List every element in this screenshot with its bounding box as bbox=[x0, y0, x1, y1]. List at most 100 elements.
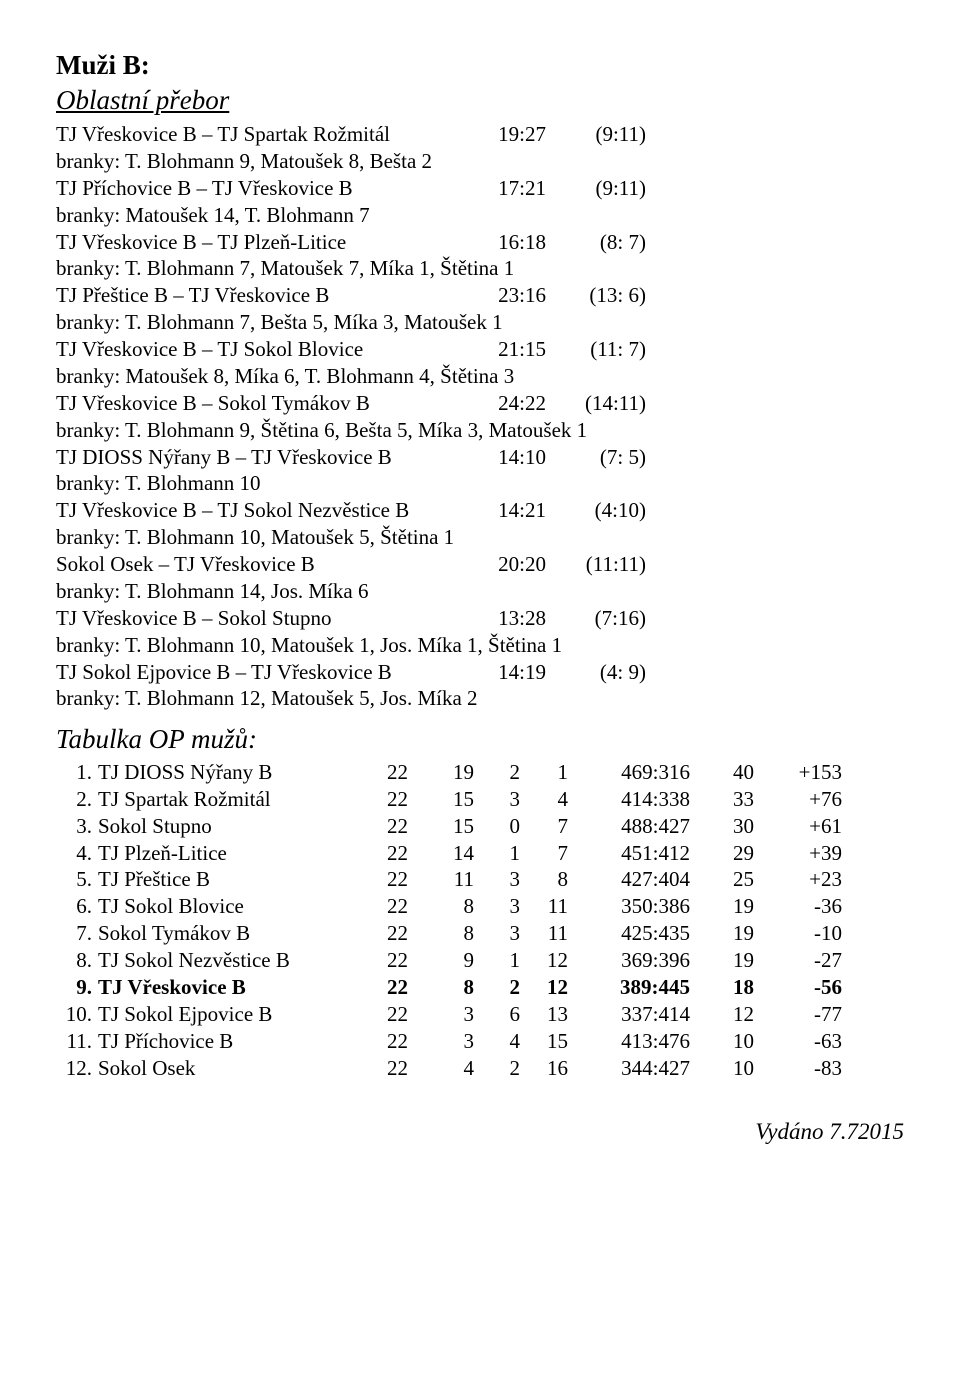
col-played: 22 bbox=[356, 920, 408, 947]
match-halftime: (11: 7) bbox=[546, 336, 646, 363]
match-halftime: (8: 7) bbox=[546, 229, 646, 256]
col-goals: 337:414 bbox=[568, 1001, 690, 1028]
col-draws: 4 bbox=[474, 1028, 520, 1055]
col-wins: 3 bbox=[408, 1028, 474, 1055]
match-teams: TJ Vřeskovice B – Sokol Tymákov B bbox=[56, 390, 476, 417]
match-halftime: (7:16) bbox=[546, 605, 646, 632]
col-diff: -10 bbox=[754, 920, 842, 947]
match-teams: TJ Sokol Ejpovice B – TJ Vřeskovice B bbox=[56, 659, 476, 686]
match-halftime: (13: 6) bbox=[546, 282, 646, 309]
col-goals: 451:412 bbox=[568, 840, 690, 867]
col-team: TJ DIOSS Nýřany B bbox=[92, 759, 356, 786]
col-draws: 2 bbox=[474, 1055, 520, 1082]
col-wins: 8 bbox=[408, 974, 474, 1001]
match-score: 21:15 bbox=[476, 336, 546, 363]
col-goals: 469:316 bbox=[568, 759, 690, 786]
col-losses: 7 bbox=[520, 840, 568, 867]
match-line: TJ Vřeskovice B – TJ Sokol Blovice21:15(… bbox=[56, 336, 904, 363]
standings-row: 10.TJ Sokol Ejpovice B223613337:41412-77 bbox=[56, 1001, 904, 1028]
standings-row: 3.Sokol Stupno221507488:42730+61 bbox=[56, 813, 904, 840]
col-points: 10 bbox=[690, 1055, 754, 1082]
match-score: 17:21 bbox=[476, 175, 546, 202]
col-points: 40 bbox=[690, 759, 754, 786]
col-team: TJ Příchovice B bbox=[92, 1028, 356, 1055]
col-draws: 1 bbox=[474, 840, 520, 867]
match-score: 13:28 bbox=[476, 605, 546, 632]
match-scorers: branky: T. Blohmann 9, Štětina 6, Bešta … bbox=[56, 417, 904, 444]
match-score: 14:19 bbox=[476, 659, 546, 686]
match-scorers: branky: Matoušek 14, T. Blohmann 7 bbox=[56, 202, 904, 229]
col-draws: 3 bbox=[474, 866, 520, 893]
section-title: Muži B: bbox=[56, 48, 904, 83]
col-played: 22 bbox=[356, 1028, 408, 1055]
col-diff: +23 bbox=[754, 866, 842, 893]
standings-row: 6.TJ Sokol Blovice228311350:38619-36 bbox=[56, 893, 904, 920]
match-score: 14:10 bbox=[476, 444, 546, 471]
col-points: 19 bbox=[690, 920, 754, 947]
match-line: TJ Přeštice B – TJ Vřeskovice B23:16(13:… bbox=[56, 282, 904, 309]
match-halftime: (9:11) bbox=[546, 121, 646, 148]
col-position: 9. bbox=[56, 974, 92, 1001]
col-position: 12. bbox=[56, 1055, 92, 1082]
col-team: Sokol Osek bbox=[92, 1055, 356, 1082]
col-points: 18 bbox=[690, 974, 754, 1001]
col-position: 4. bbox=[56, 840, 92, 867]
col-played: 22 bbox=[356, 813, 408, 840]
col-position: 8. bbox=[56, 947, 92, 974]
match-teams: TJ Přeštice B – TJ Vřeskovice B bbox=[56, 282, 476, 309]
col-team: Sokol Stupno bbox=[92, 813, 356, 840]
match-line: TJ Příchovice B – TJ Vřeskovice B17:21(9… bbox=[56, 175, 904, 202]
col-team: Sokol Tymákov B bbox=[92, 920, 356, 947]
col-diff: -36 bbox=[754, 893, 842, 920]
col-team: TJ Sokol Ejpovice B bbox=[92, 1001, 356, 1028]
col-goals: 413:476 bbox=[568, 1028, 690, 1055]
standings-row: 7.Sokol Tymákov B228311425:43519-10 bbox=[56, 920, 904, 947]
col-diff: -63 bbox=[754, 1028, 842, 1055]
col-played: 22 bbox=[356, 893, 408, 920]
col-wins: 14 bbox=[408, 840, 474, 867]
standings-row: 9.TJ Vřeskovice B228212389:44518-56 bbox=[56, 974, 904, 1001]
footer-date: Vydáno 7.72015 bbox=[56, 1117, 904, 1146]
col-goals: 369:396 bbox=[568, 947, 690, 974]
col-wins: 19 bbox=[408, 759, 474, 786]
col-diff: -27 bbox=[754, 947, 842, 974]
col-position: 11. bbox=[56, 1028, 92, 1055]
col-losses: 11 bbox=[520, 920, 568, 947]
match-line: TJ Vřeskovice B – TJ Sokol Nezvěstice B1… bbox=[56, 497, 904, 524]
col-diff: -56 bbox=[754, 974, 842, 1001]
col-losses: 12 bbox=[520, 974, 568, 1001]
col-losses: 11 bbox=[520, 893, 568, 920]
col-draws: 6 bbox=[474, 1001, 520, 1028]
col-wins: 15 bbox=[408, 786, 474, 813]
match-scorers: branky: T. Blohmann 12, Matoušek 5, Jos.… bbox=[56, 685, 904, 712]
match-score: 14:21 bbox=[476, 497, 546, 524]
match-teams: TJ Vřeskovice B – TJ Sokol Nezvěstice B bbox=[56, 497, 476, 524]
col-draws: 2 bbox=[474, 759, 520, 786]
col-losses: 4 bbox=[520, 786, 568, 813]
match-teams: TJ Vřeskovice B – TJ Spartak Rožmitál bbox=[56, 121, 476, 148]
col-draws: 3 bbox=[474, 786, 520, 813]
match-scorers: branky: T. Blohmann 7, Bešta 5, Míka 3, … bbox=[56, 309, 904, 336]
col-losses: 1 bbox=[520, 759, 568, 786]
standings-row: 11.TJ Příchovice B223415413:47610-63 bbox=[56, 1028, 904, 1055]
col-position: 2. bbox=[56, 786, 92, 813]
col-diff: +153 bbox=[754, 759, 842, 786]
match-score: 20:20 bbox=[476, 551, 546, 578]
col-goals: 350:386 bbox=[568, 893, 690, 920]
col-diff: +39 bbox=[754, 840, 842, 867]
match-line: Sokol Osek – TJ Vřeskovice B20:20(11:11) bbox=[56, 551, 904, 578]
col-position: 1. bbox=[56, 759, 92, 786]
standings-row: 1.TJ DIOSS Nýřany B221921469:31640+153 bbox=[56, 759, 904, 786]
col-wins: 8 bbox=[408, 893, 474, 920]
col-position: 3. bbox=[56, 813, 92, 840]
col-position: 5. bbox=[56, 866, 92, 893]
col-team: TJ Sokol Nezvěstice B bbox=[92, 947, 356, 974]
col-draws: 0 bbox=[474, 813, 520, 840]
col-points: 19 bbox=[690, 947, 754, 974]
col-points: 10 bbox=[690, 1028, 754, 1055]
col-played: 22 bbox=[356, 947, 408, 974]
match-teams: TJ DIOSS Nýřany B – TJ Vřeskovice B bbox=[56, 444, 476, 471]
col-wins: 15 bbox=[408, 813, 474, 840]
standings-row: 4.TJ Plzeň-Litice221417451:41229+39 bbox=[56, 840, 904, 867]
match-halftime: (4: 9) bbox=[546, 659, 646, 686]
